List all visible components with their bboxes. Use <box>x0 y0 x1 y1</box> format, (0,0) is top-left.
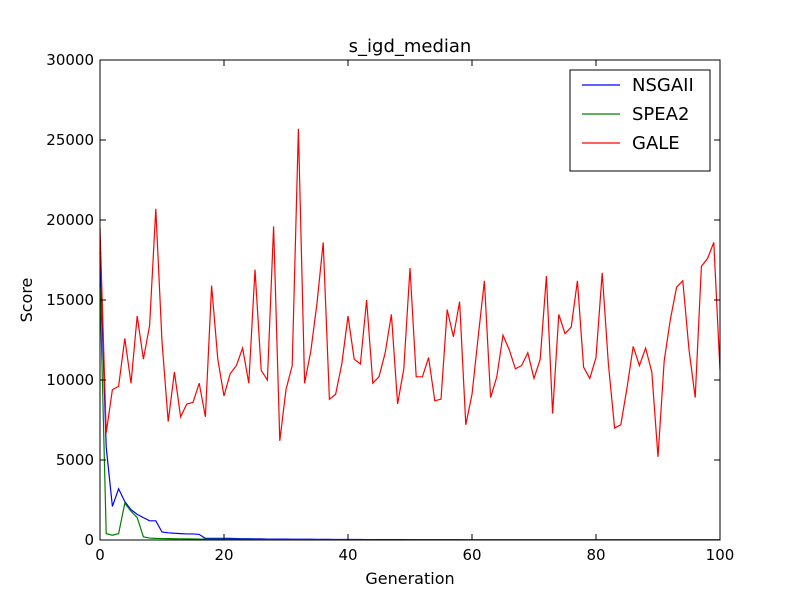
legend-label-nsgaii: NSGAII <box>632 75 694 96</box>
chart-title: s_igd_median <box>349 36 472 57</box>
x-axis-label: Generation <box>365 569 454 588</box>
y-tick-label: 0 <box>84 531 94 549</box>
y-tick-label: 5000 <box>56 451 94 469</box>
x-tick-label: 80 <box>586 546 605 564</box>
legend: NSGAII SPEA2 GALE <box>569 69 711 172</box>
y-tick-label: 30000 <box>46 51 94 69</box>
plot-area: 0 20 40 60 80 100 0 5000 10000 15000 20000 25000 300… <box>46 51 734 564</box>
x-tick-label: 40 <box>338 546 357 564</box>
legend-box <box>569 69 711 172</box>
legend-label-gale: GALE <box>632 133 680 154</box>
x-tick-label: 20 <box>214 546 233 564</box>
y-tick-label: 15000 <box>46 291 94 309</box>
legend-label-spea2: SPEA2 <box>632 104 689 125</box>
y-tick-label: 10000 <box>46 371 94 389</box>
x-tick-label: 60 <box>462 546 481 564</box>
series-line-gale <box>99 128 721 457</box>
axes-frame <box>99 59 721 541</box>
y-tick-label: 20000 <box>46 211 94 229</box>
y-tick-label: 25000 <box>46 131 94 149</box>
x-tick-label: 100 <box>706 546 735 564</box>
x-tick-label: 0 <box>95 546 105 564</box>
y-axis-label: Score <box>17 278 36 323</box>
